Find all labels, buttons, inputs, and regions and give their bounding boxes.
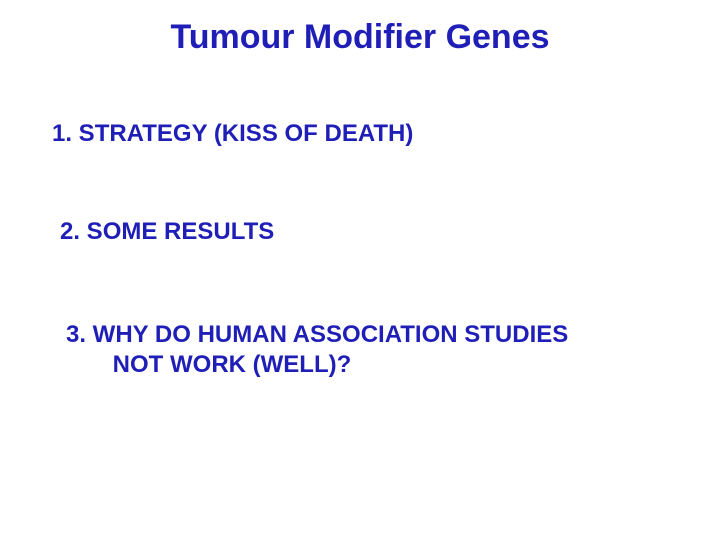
list-item-1: 1. STRATEGY (KISS OF DEATH) [52,120,413,148]
slide: Tumour Modifier Genes 1. STRATEGY (KISS … [0,0,720,540]
list-item-3: 3. WHY DO HUMAN ASSOCIATION STUDIES NOT … [66,320,568,380]
slide-title: Tumour Modifier Genes [0,18,720,57]
list-item-2: 2. SOME RESULTS [60,218,274,246]
